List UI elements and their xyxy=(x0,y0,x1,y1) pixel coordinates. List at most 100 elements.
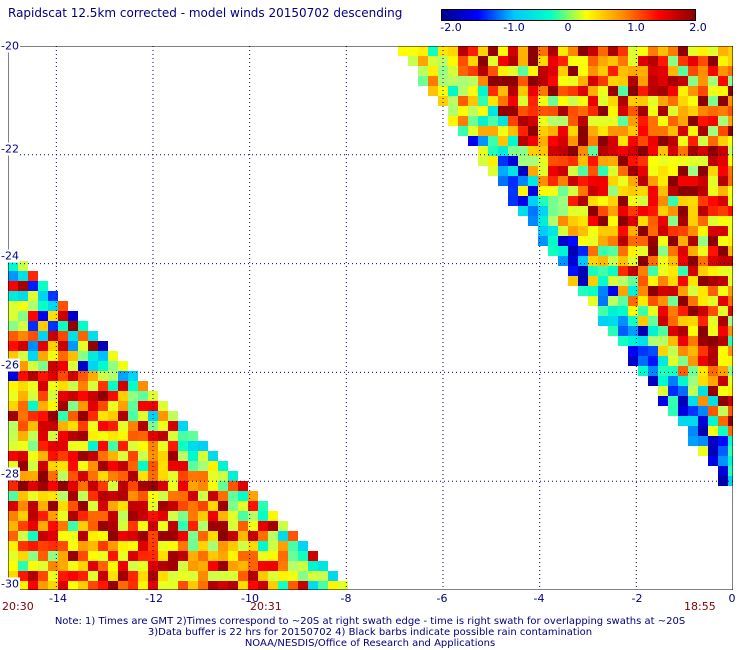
swath-cell xyxy=(558,86,568,96)
swath-cell xyxy=(608,206,618,216)
swath-cell xyxy=(608,216,618,226)
x-tick-label: -10 xyxy=(241,592,259,605)
swath-cell xyxy=(698,216,708,226)
swath-cell xyxy=(638,96,648,106)
swath-cell xyxy=(198,521,208,531)
swath-cell xyxy=(658,226,668,236)
swath-cell xyxy=(78,581,88,590)
swath-cell xyxy=(578,116,588,126)
swath-cell xyxy=(678,286,688,296)
swath-cell xyxy=(418,66,428,76)
swath-cell xyxy=(18,541,28,551)
swath-cell xyxy=(668,256,678,266)
swath-cell xyxy=(718,416,728,426)
swath-cell xyxy=(58,421,68,431)
swath-cell xyxy=(498,56,508,66)
swath-cell xyxy=(18,571,28,581)
swath-cell xyxy=(588,116,598,126)
swath-cell xyxy=(468,66,478,76)
swath-cell xyxy=(148,491,158,501)
swath-cell xyxy=(158,561,168,571)
swath-cell xyxy=(658,386,668,396)
swath-cell xyxy=(638,356,648,366)
swath-cell xyxy=(718,426,728,436)
swath-cell xyxy=(558,256,568,266)
swath-cell xyxy=(188,501,198,511)
swath-cell xyxy=(258,531,268,541)
swath-cell xyxy=(148,571,158,581)
swath-cell xyxy=(688,366,698,376)
swath-cell xyxy=(8,501,18,511)
swath-cell xyxy=(188,461,198,471)
swath-cell xyxy=(468,106,478,116)
swath-cell xyxy=(688,426,698,436)
swath-cell xyxy=(118,531,128,541)
swath-cell xyxy=(18,581,28,590)
swath-cell xyxy=(528,126,538,136)
swath-cell xyxy=(158,441,168,451)
swath-cell xyxy=(718,66,728,76)
swath-cell xyxy=(638,306,648,316)
swath-cell xyxy=(638,286,648,296)
swath-cell xyxy=(128,461,138,471)
swath-cell xyxy=(28,391,38,401)
swath-cell xyxy=(708,286,718,296)
swath-cell xyxy=(648,356,658,366)
swath-cell xyxy=(658,266,668,276)
swath-cell xyxy=(638,106,648,116)
swath-cell xyxy=(728,286,733,296)
swath-cell xyxy=(578,106,588,116)
swath-cell xyxy=(238,551,248,561)
swath-cell xyxy=(298,561,308,571)
swath-cell xyxy=(58,321,68,331)
swath-cell xyxy=(548,216,558,226)
swath-cell xyxy=(558,66,568,76)
swath-cell xyxy=(578,76,588,86)
swath-cell xyxy=(618,196,628,206)
swath-cell xyxy=(628,106,638,116)
swath-cell xyxy=(728,56,733,66)
swath-cell xyxy=(138,461,148,471)
swath-cell xyxy=(688,336,698,346)
swath-cell xyxy=(548,146,558,156)
swath-cell xyxy=(598,116,608,126)
swath-cell xyxy=(458,66,468,76)
swath-cell xyxy=(68,531,78,541)
swath-cell xyxy=(178,451,188,461)
swath-cell xyxy=(68,461,78,471)
swath-cell xyxy=(248,541,258,551)
swath-cell xyxy=(518,166,528,176)
swath-cell xyxy=(698,386,708,396)
swath-cell xyxy=(68,351,78,361)
swath-cell xyxy=(568,256,578,266)
swath-cell xyxy=(478,116,488,126)
swath-cell xyxy=(528,96,538,106)
swath-cell xyxy=(198,491,208,501)
swath-cell xyxy=(728,456,733,466)
swath-cell xyxy=(238,521,248,531)
y-tick-label: -20 xyxy=(0,39,20,53)
swath-cell xyxy=(518,156,528,166)
swath-cell xyxy=(168,491,178,501)
swath-cell xyxy=(718,236,728,246)
swath-cell xyxy=(38,331,48,341)
swath-cell xyxy=(168,451,178,461)
swath-cell xyxy=(678,126,688,136)
swath-cell xyxy=(728,46,733,56)
swath-cell xyxy=(198,441,208,451)
swath-cell xyxy=(288,561,298,571)
swath-cell xyxy=(648,126,658,136)
swath-cell xyxy=(648,256,658,266)
swath-cell xyxy=(548,196,558,206)
swath-cell xyxy=(188,491,198,501)
swath-cell xyxy=(508,186,518,196)
swath-cell xyxy=(28,401,38,411)
swath-cell xyxy=(638,266,648,276)
swath-cell xyxy=(708,416,718,426)
swath-cell xyxy=(8,531,18,541)
swath-cell xyxy=(88,361,98,371)
swath-cell xyxy=(48,301,58,311)
swath-cell xyxy=(578,146,588,156)
swath-cell xyxy=(678,366,688,376)
swath-cell xyxy=(438,96,448,106)
